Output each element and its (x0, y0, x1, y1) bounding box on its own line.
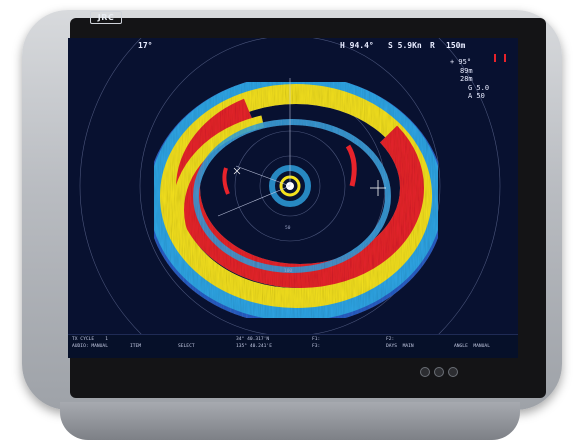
readout-angle: A 50 (468, 92, 485, 100)
range-value: 150m (446, 41, 466, 50)
sonar-screen[interactable]: 50 100 17° H 94.4° S 5.9Kn R 150m + 95° … (68, 38, 518, 358)
range-mode: R (430, 41, 435, 50)
hardware-button-2[interactable] (434, 367, 444, 377)
brand-logo: JRC (90, 11, 122, 24)
echo-mark-right (345, 144, 357, 187)
ring-label-50: 50 (285, 225, 291, 231)
scale-mark-1 (494, 54, 496, 62)
scale-mark-2 (504, 54, 506, 62)
days-main-label[interactable]: DAYS MAIN (386, 344, 414, 349)
echo-ring (147, 75, 445, 325)
range-ring-outer (79, 38, 501, 358)
sonar-display: 50 100 (79, 38, 506, 358)
tx-cycle-label[interactable]: TX CYCLE 1 (72, 337, 108, 342)
speed-readout: S 5.9Kn (388, 41, 422, 50)
readout-bearing: + 95° (450, 58, 472, 66)
latitude-readout: 34° 40.317'N (236, 337, 270, 342)
ring-label-100: 100 (284, 268, 292, 274)
audio-mode-label[interactable]: AUDIO: MANUAL (72, 344, 108, 349)
marker-x (233, 167, 241, 175)
readout-horizontal: 89m (460, 67, 473, 75)
function-key-2[interactable]: F2: (386, 337, 395, 342)
select-label[interactable]: SELECT (178, 344, 195, 349)
item-label[interactable]: ITEM (130, 344, 142, 349)
echo-inner-band (193, 119, 391, 273)
echo-mark-left (222, 167, 230, 195)
bearing-readout: 17° (138, 41, 153, 50)
echo-lower-band (172, 112, 416, 308)
readout-gain: G 5.0 (468, 84, 490, 92)
monitor-stand (60, 402, 520, 440)
function-key-3[interactable]: F3: (312, 344, 321, 349)
longitude-readout: 135° 40.241'E (236, 344, 272, 349)
angle-mode-label[interactable]: ANGLE MANUAL (454, 344, 490, 349)
readout-depth: 28m (460, 75, 473, 83)
function-key-1[interactable]: F1: (312, 337, 321, 342)
hardware-button-3[interactable] (448, 367, 458, 377)
heading-readout: H 94.4° (340, 41, 374, 50)
menu-bar: TX CYCLE 1 AUDIO: MANUAL ITEM SELECT 34°… (68, 334, 518, 358)
hardware-button-1[interactable] (420, 367, 430, 377)
cursor-crosshair (370, 180, 386, 196)
bearing-lines (217, 78, 291, 217)
echo-strong-band (176, 88, 424, 288)
